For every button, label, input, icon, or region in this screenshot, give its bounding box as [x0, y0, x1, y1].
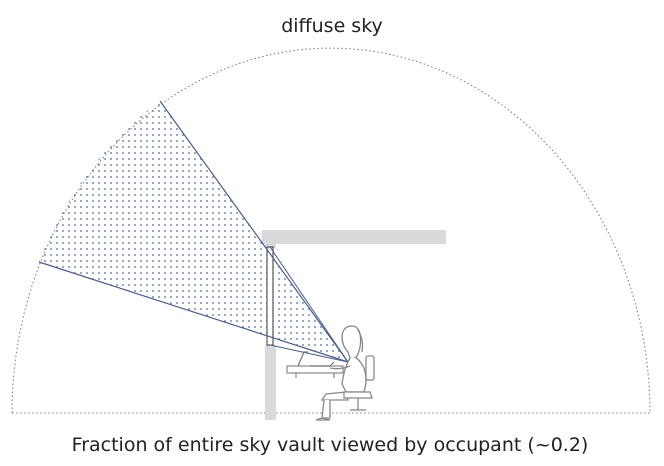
- roof-overhang: [262, 230, 446, 244]
- chair: [343, 355, 375, 411]
- laptop: [297, 351, 335, 367]
- wall-upper: [265, 244, 276, 248]
- window: [266, 246, 274, 346]
- view-ray-window-bottom: [269, 344, 349, 363]
- view-ray-lower: [38, 261, 349, 363]
- sky-vault-dome: [11, 47, 651, 414]
- view-ray-upper: [159, 100, 349, 363]
- occupant-figure: [315, 325, 367, 421]
- diagram-title: diffuse sky: [281, 15, 383, 37]
- view-ray-window-top: [269, 246, 349, 363]
- desk: [286, 365, 344, 378]
- diagram-caption: Fraction of entire sky vault viewed by o…: [72, 434, 589, 456]
- wall-lower: [265, 345, 276, 420]
